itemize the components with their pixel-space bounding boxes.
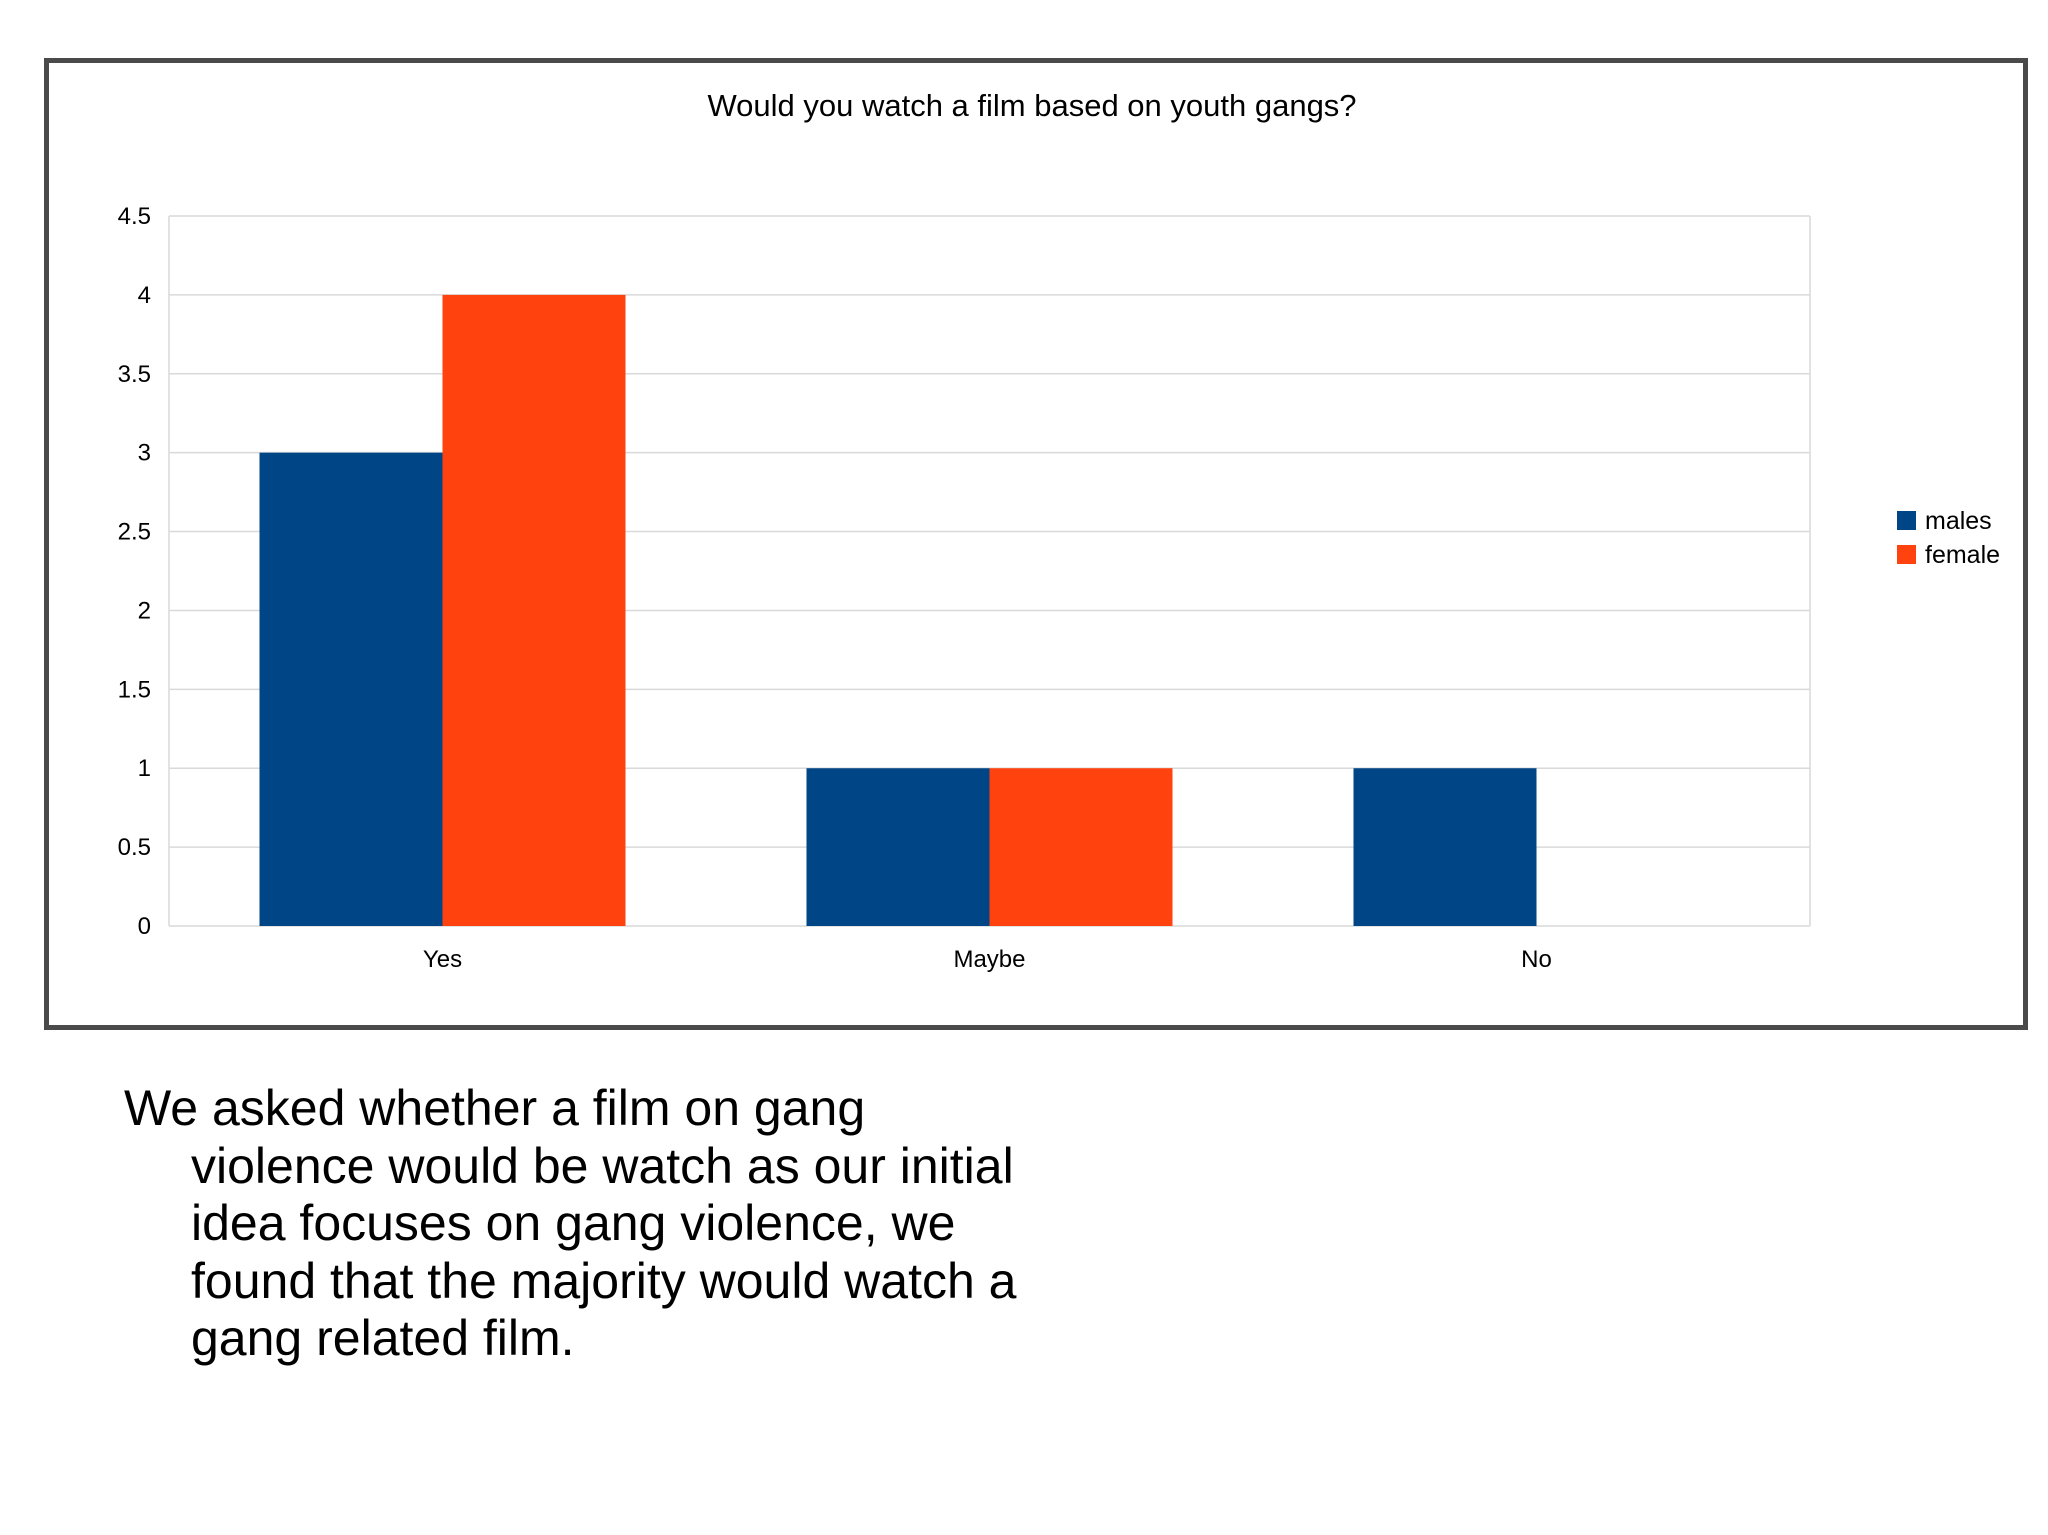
x-tick-label: Yes <box>423 946 462 973</box>
bar-males-no <box>1353 768 1537 926</box>
legend-label: female <box>1925 541 2000 569</box>
bars <box>259 294 1537 926</box>
bar-males-maybe <box>806 768 990 926</box>
x-tick-label: No <box>1521 946 1552 973</box>
y-tick-label: 0 <box>138 913 151 940</box>
legend-swatch-males <box>1897 511 1916 530</box>
y-tick-label: 2.5 <box>118 519 151 546</box>
legend-label: males <box>1925 507 1992 535</box>
legend: males female <box>1897 507 2000 569</box>
y-tick-label: 0.5 <box>118 834 151 861</box>
caption-text: We asked whether a film on gang violence… <box>124 1080 1017 1366</box>
x-axis-categories: Yes Maybe No <box>423 946 1552 973</box>
x-tick-label: Maybe <box>953 946 1025 973</box>
y-tick-label: 3.5 <box>118 361 151 388</box>
bar-female-yes <box>442 294 626 926</box>
y-tick-label: 3 <box>138 440 151 467</box>
bar-female-maybe <box>989 768 1173 926</box>
chart-title: Would you watch a film based on youth ga… <box>707 88 1356 123</box>
y-tick-label: 4 <box>138 282 151 309</box>
y-tick-label: 1 <box>138 755 151 782</box>
y-tick-label: 1.5 <box>118 676 151 703</box>
legend-swatch-female <box>1897 545 1916 564</box>
y-tick-label: 2 <box>138 597 151 624</box>
y-axis-ticks: 0 0.5 1 1.5 2 2.5 3 3.5 4 4.5 <box>118 203 151 940</box>
bar-males-yes <box>259 452 443 926</box>
y-tick-label: 4.5 <box>118 203 151 230</box>
